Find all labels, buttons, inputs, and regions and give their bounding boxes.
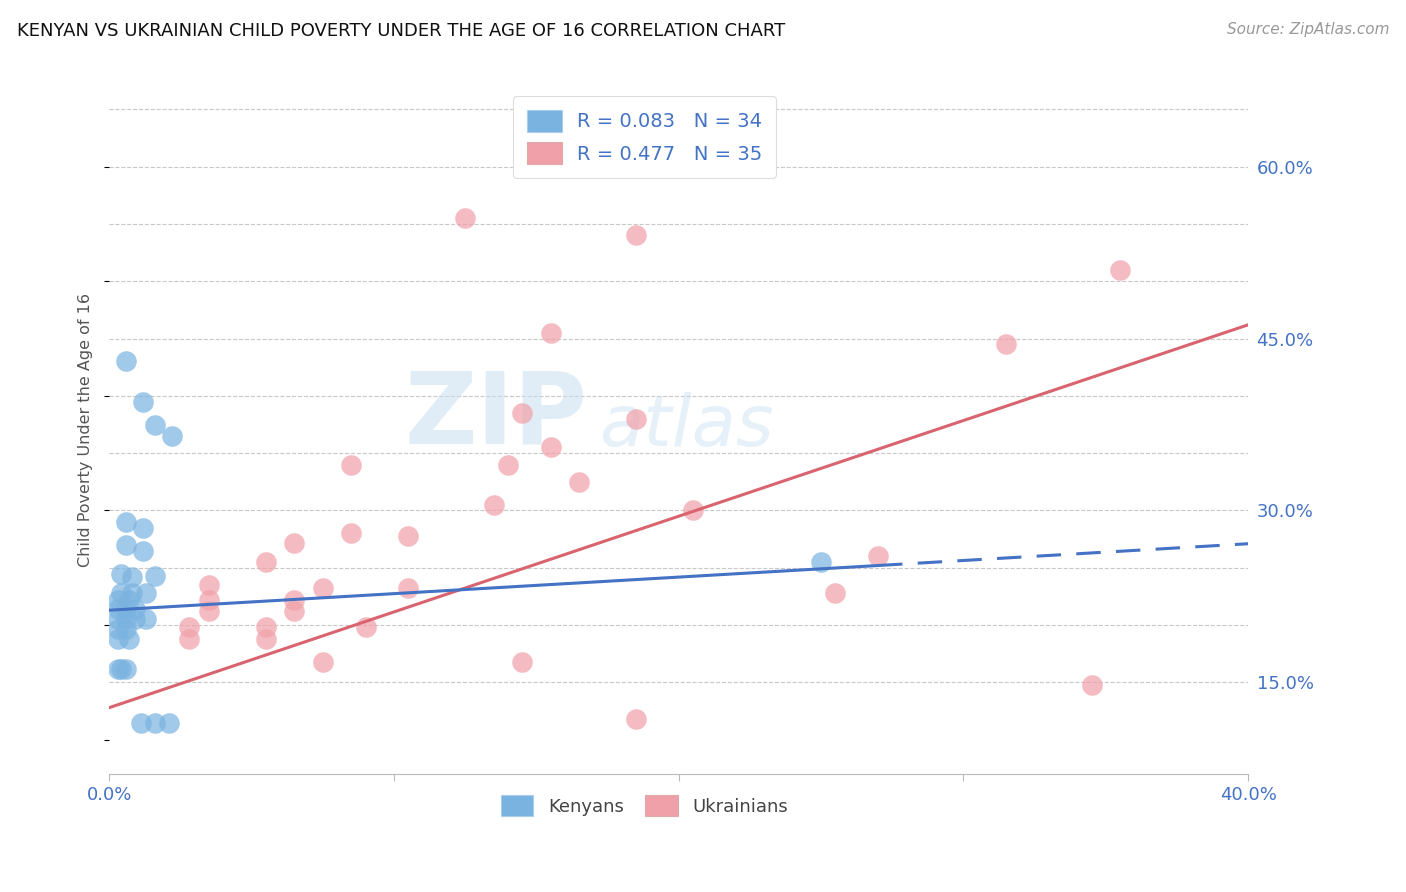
- Point: [115, 602, 138, 616]
- Point: [160, 429, 183, 443]
- Point: [115, 622, 138, 636]
- Point: [340, 458, 363, 472]
- Point: [568, 475, 591, 489]
- Point: [143, 715, 166, 730]
- Point: [254, 632, 277, 646]
- Point: [254, 555, 277, 569]
- Point: [132, 543, 155, 558]
- Point: [624, 712, 647, 726]
- Point: [115, 662, 138, 676]
- Point: [107, 622, 129, 636]
- Point: [283, 593, 305, 607]
- Point: [135, 612, 157, 626]
- Point: [115, 612, 138, 626]
- Point: [110, 586, 132, 600]
- Point: [354, 620, 377, 634]
- Point: [157, 715, 180, 730]
- Text: atlas: atlas: [599, 392, 773, 461]
- Point: [198, 604, 221, 618]
- Text: ZIP: ZIP: [405, 368, 588, 465]
- Point: [118, 593, 141, 607]
- Text: KENYAN VS UKRAINIAN CHILD POVERTY UNDER THE AGE OF 16 CORRELATION CHART: KENYAN VS UKRAINIAN CHILD POVERTY UNDER …: [17, 22, 785, 40]
- Text: Source: ZipAtlas.com: Source: ZipAtlas.com: [1226, 22, 1389, 37]
- Point: [107, 602, 129, 616]
- Point: [177, 632, 200, 646]
- Point: [682, 503, 704, 517]
- Point: [135, 586, 157, 600]
- Point: [1109, 262, 1132, 277]
- Point: [110, 662, 132, 676]
- Y-axis label: Child Poverty Under the Age of 16: Child Poverty Under the Age of 16: [79, 293, 93, 567]
- Point: [482, 498, 505, 512]
- Point: [396, 582, 419, 596]
- Point: [132, 394, 155, 409]
- Point: [995, 337, 1018, 351]
- Point: [121, 586, 143, 600]
- Point: [124, 602, 146, 616]
- Point: [283, 535, 305, 549]
- Point: [121, 570, 143, 584]
- Point: [540, 441, 562, 455]
- Point: [132, 521, 155, 535]
- Point: [115, 354, 138, 368]
- Point: [540, 326, 562, 340]
- Point: [107, 632, 129, 646]
- Point: [283, 604, 305, 618]
- Point: [198, 578, 221, 592]
- Point: [107, 612, 129, 626]
- Point: [107, 662, 129, 676]
- Legend: Kenyans, Ukrainians: Kenyans, Ukrainians: [494, 789, 796, 823]
- Point: [396, 529, 419, 543]
- Point: [510, 655, 533, 669]
- Point: [624, 411, 647, 425]
- Point: [124, 612, 146, 626]
- Point: [129, 715, 152, 730]
- Point: [1080, 678, 1102, 692]
- Point: [824, 586, 846, 600]
- Point: [510, 406, 533, 420]
- Point: [198, 593, 221, 607]
- Point: [143, 417, 166, 432]
- Point: [115, 515, 138, 529]
- Point: [454, 211, 477, 226]
- Point: [115, 538, 138, 552]
- Point: [312, 655, 335, 669]
- Point: [118, 632, 141, 646]
- Point: [107, 593, 129, 607]
- Point: [312, 582, 335, 596]
- Point: [254, 620, 277, 634]
- Point: [866, 549, 889, 564]
- Point: [496, 458, 519, 472]
- Point: [810, 555, 832, 569]
- Point: [340, 526, 363, 541]
- Point: [624, 228, 647, 243]
- Point: [177, 620, 200, 634]
- Point: [110, 566, 132, 581]
- Point: [143, 569, 166, 583]
